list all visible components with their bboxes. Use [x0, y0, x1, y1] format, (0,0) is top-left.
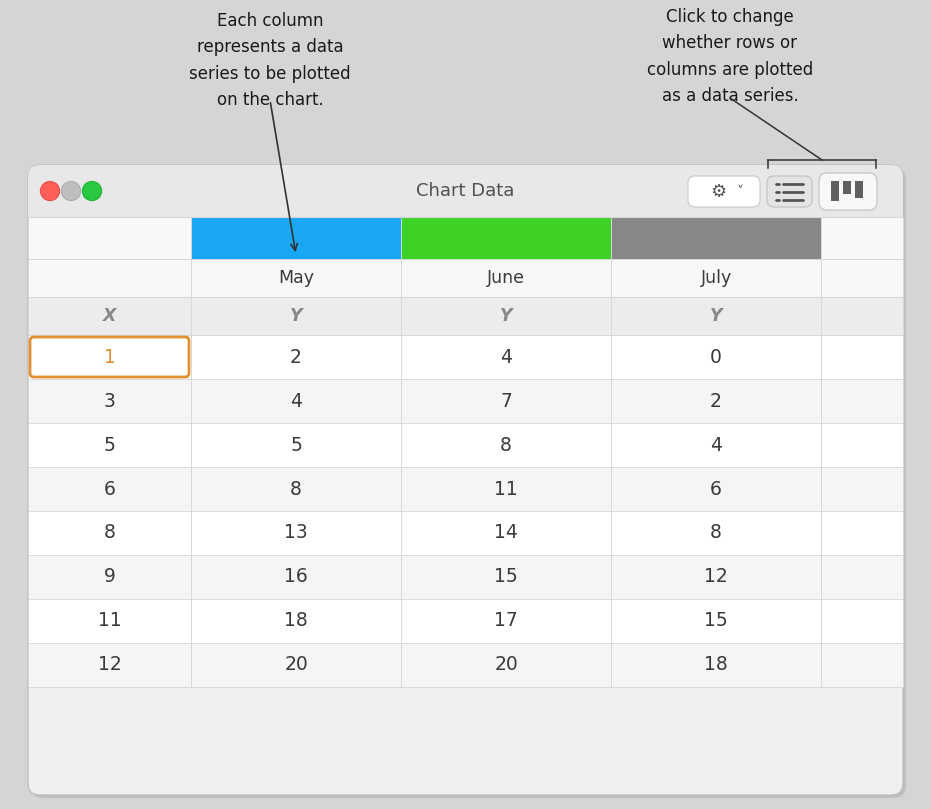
- Text: 8: 8: [290, 480, 302, 498]
- Bar: [401, 217, 611, 259]
- Text: Y: Y: [290, 307, 303, 325]
- Text: 20: 20: [284, 655, 308, 675]
- Bar: [28, 467, 903, 511]
- Text: June: June: [487, 269, 525, 287]
- Text: X: X: [102, 307, 116, 325]
- Text: 3: 3: [103, 392, 115, 410]
- Text: 16: 16: [284, 567, 308, 587]
- Text: 6: 6: [103, 480, 115, 498]
- Text: 9: 9: [103, 567, 115, 587]
- FancyBboxPatch shape: [31, 168, 906, 798]
- FancyBboxPatch shape: [28, 165, 903, 795]
- Text: 15: 15: [494, 567, 518, 587]
- Bar: [28, 259, 903, 297]
- Text: 18: 18: [284, 612, 308, 630]
- Text: 7: 7: [500, 392, 512, 410]
- Bar: [28, 423, 903, 467]
- FancyBboxPatch shape: [30, 337, 189, 377]
- FancyBboxPatch shape: [688, 176, 760, 207]
- Text: Y: Y: [500, 307, 512, 325]
- Text: 13: 13: [284, 523, 308, 543]
- Text: 8: 8: [103, 523, 115, 543]
- Text: 4: 4: [290, 392, 302, 410]
- Text: Each column
represents a data
series to be plotted
on the chart.: Each column represents a data series to …: [189, 12, 351, 109]
- Text: 20: 20: [494, 655, 518, 675]
- Text: 8: 8: [500, 435, 512, 455]
- FancyBboxPatch shape: [28, 165, 903, 217]
- Bar: [28, 599, 903, 643]
- Text: 8: 8: [710, 523, 722, 543]
- Bar: [843, 181, 851, 194]
- Circle shape: [61, 181, 80, 201]
- Bar: [191, 217, 401, 259]
- Text: Chart Data: Chart Data: [416, 182, 515, 200]
- Bar: [28, 297, 903, 335]
- Bar: [855, 181, 863, 198]
- Text: 4: 4: [710, 435, 722, 455]
- Text: 12: 12: [98, 655, 121, 675]
- Text: 14: 14: [494, 523, 518, 543]
- Text: July: July: [700, 269, 732, 287]
- Text: 18: 18: [704, 655, 728, 675]
- Bar: [28, 511, 903, 555]
- Text: ⚙: ⚙: [710, 183, 726, 201]
- Text: ˅: ˅: [736, 184, 744, 198]
- Text: 12: 12: [704, 567, 728, 587]
- Text: Click to change
whether rows or
columns are plotted
as a data series.: Click to change whether rows or columns …: [647, 8, 813, 105]
- Text: 4: 4: [500, 348, 512, 366]
- Text: 2: 2: [710, 392, 722, 410]
- Bar: [28, 379, 903, 423]
- Text: May: May: [278, 269, 314, 287]
- Bar: [831, 181, 839, 201]
- Text: Y: Y: [709, 307, 722, 325]
- Circle shape: [83, 181, 101, 201]
- Bar: [28, 335, 903, 379]
- Text: 11: 11: [98, 612, 121, 630]
- Text: 15: 15: [704, 612, 728, 630]
- Bar: [28, 643, 903, 687]
- Text: 5: 5: [103, 435, 115, 455]
- Text: 0: 0: [710, 348, 722, 366]
- FancyBboxPatch shape: [819, 173, 877, 210]
- Text: 6: 6: [710, 480, 722, 498]
- Text: 17: 17: [494, 612, 518, 630]
- FancyBboxPatch shape: [767, 176, 812, 207]
- Bar: [28, 191, 903, 217]
- Text: 2: 2: [290, 348, 302, 366]
- Text: 1: 1: [103, 348, 115, 366]
- Circle shape: [41, 181, 60, 201]
- Bar: [821, 217, 903, 259]
- Bar: [28, 217, 191, 259]
- Text: 11: 11: [494, 480, 518, 498]
- Text: 5: 5: [290, 435, 302, 455]
- Bar: [28, 555, 903, 599]
- Bar: [611, 217, 821, 259]
